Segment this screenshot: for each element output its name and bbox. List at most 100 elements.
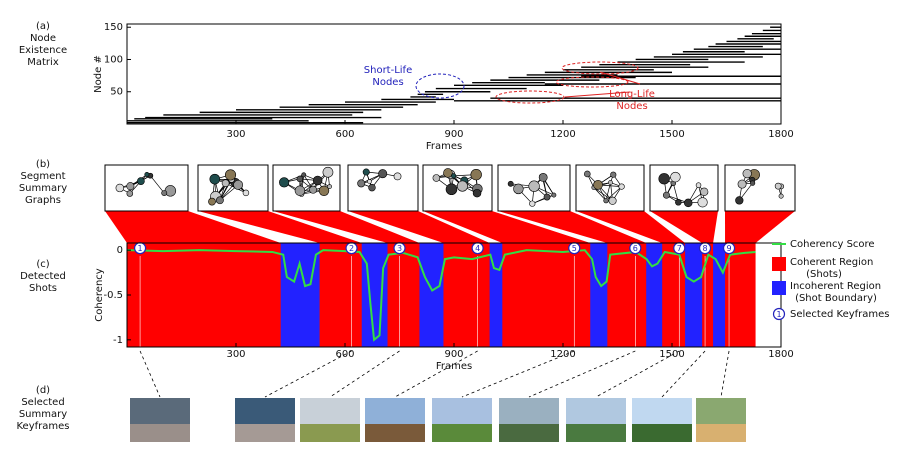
x-axis-label: Frames — [426, 141, 462, 152]
graph-node — [318, 185, 330, 197]
graph-node — [507, 180, 514, 187]
keyframe-image — [566, 398, 626, 442]
panel-label: Keyframes — [17, 421, 70, 432]
image-ground — [432, 424, 492, 442]
y-axis-label: Coherency — [94, 268, 105, 321]
graph-node — [472, 188, 482, 198]
annotation: Nodes — [372, 77, 403, 88]
graph-node — [216, 196, 224, 205]
graph-node — [126, 190, 134, 197]
keyframe-image — [235, 398, 295, 442]
segment-connector — [576, 211, 686, 243]
graph-node — [610, 171, 617, 178]
short-life-ellipse — [415, 73, 465, 99]
legend-marker-id: 1 — [776, 310, 781, 319]
graph-node — [742, 169, 752, 179]
panel-label: Shots — [29, 283, 57, 294]
graph-node — [670, 171, 681, 183]
summary-graph — [197, 164, 269, 212]
graph-node — [593, 180, 603, 190]
graph-node — [221, 179, 230, 188]
x-tick-label: 600 — [335, 129, 354, 140]
graph-node — [697, 197, 708, 208]
segment-connector — [273, 211, 420, 243]
y-axis-label: Node # — [93, 55, 104, 93]
annotation-pointer — [599, 71, 641, 85]
panel-label: Segment — [21, 171, 66, 182]
keyframe-guide — [139, 350, 161, 398]
graph-node — [279, 177, 290, 188]
x-axis-label: Frames — [436, 361, 472, 372]
segment-connector — [498, 211, 647, 243]
x-tick-label: 900 — [444, 129, 463, 140]
summary-graph — [272, 164, 341, 212]
keyframe-id: 9 — [726, 244, 731, 253]
summary-graph — [347, 164, 419, 212]
plot-frame — [126, 23, 782, 125]
graph-node — [443, 168, 453, 178]
keyframe-id: 3 — [397, 244, 402, 253]
image-ground — [566, 424, 626, 442]
keyframe-guide — [661, 350, 706, 398]
graph-node — [529, 200, 536, 207]
panel-label: Summary — [19, 183, 67, 194]
keyframe-guide — [720, 350, 730, 398]
incoherent-region — [361, 243, 388, 347]
long-life-ellipse — [495, 90, 565, 104]
panel-label: Detected — [20, 271, 66, 282]
graph-node — [294, 185, 306, 196]
graph-node — [144, 172, 150, 177]
graph-node — [584, 170, 591, 178]
annotation: Long-Life — [609, 89, 655, 100]
x-tick-label: 1500 — [659, 129, 684, 140]
annotation-pointer — [564, 91, 631, 98]
graph-node — [695, 182, 702, 188]
graph-node — [456, 180, 468, 192]
summary-graph — [104, 164, 189, 212]
legend-label: Selected Keyframes — [790, 309, 890, 320]
graph-node — [675, 199, 682, 206]
panel-tag: (d) — [36, 385, 50, 396]
graph-edge — [593, 187, 607, 201]
segment-connector — [650, 211, 718, 243]
graph-node — [301, 172, 307, 178]
annotation: Short-Life — [364, 65, 412, 76]
x-tick-label: 300 — [226, 129, 245, 140]
keyframe-id: 2 — [349, 244, 354, 253]
graph-node — [126, 182, 135, 191]
keyframe-id: 5 — [572, 244, 577, 253]
x-tick-label: 300 — [226, 349, 245, 360]
panel-tag: (a) — [36, 21, 50, 32]
keyframe-image — [696, 398, 746, 442]
graph-node — [161, 190, 168, 197]
keyframe-id: 7 — [677, 244, 682, 253]
x-tick-label: 1200 — [550, 349, 575, 360]
graph-node — [296, 175, 304, 183]
graph-edge — [150, 175, 165, 194]
long-life-ellipse — [561, 61, 639, 75]
graph-node — [749, 180, 756, 186]
panel-label: Existence — [19, 45, 67, 56]
incoherent-region — [713, 243, 726, 347]
panel-label: Node — [30, 33, 56, 44]
summary-graph — [724, 164, 796, 212]
graph-node — [115, 183, 125, 193]
keyframe-image — [632, 398, 692, 442]
graph-node — [357, 179, 366, 188]
x-tick-label: 1200 — [550, 129, 575, 140]
x-tick-label: 900 — [444, 349, 463, 360]
segment-connector — [105, 211, 281, 243]
image-ground — [696, 424, 746, 442]
graph-node — [322, 166, 334, 178]
image-ground — [365, 424, 425, 442]
y-tick-label: 100 — [104, 54, 123, 65]
keyframe-image — [432, 398, 492, 442]
legend-label: Incoherent Region — [790, 281, 881, 292]
graph-node — [470, 168, 482, 181]
image-ground — [235, 424, 295, 442]
y-tick-label: 150 — [104, 22, 123, 33]
keyframe-id: 1 — [138, 244, 143, 253]
legend-swatch — [772, 257, 786, 271]
x-tick-label: 1800 — [768, 129, 793, 140]
